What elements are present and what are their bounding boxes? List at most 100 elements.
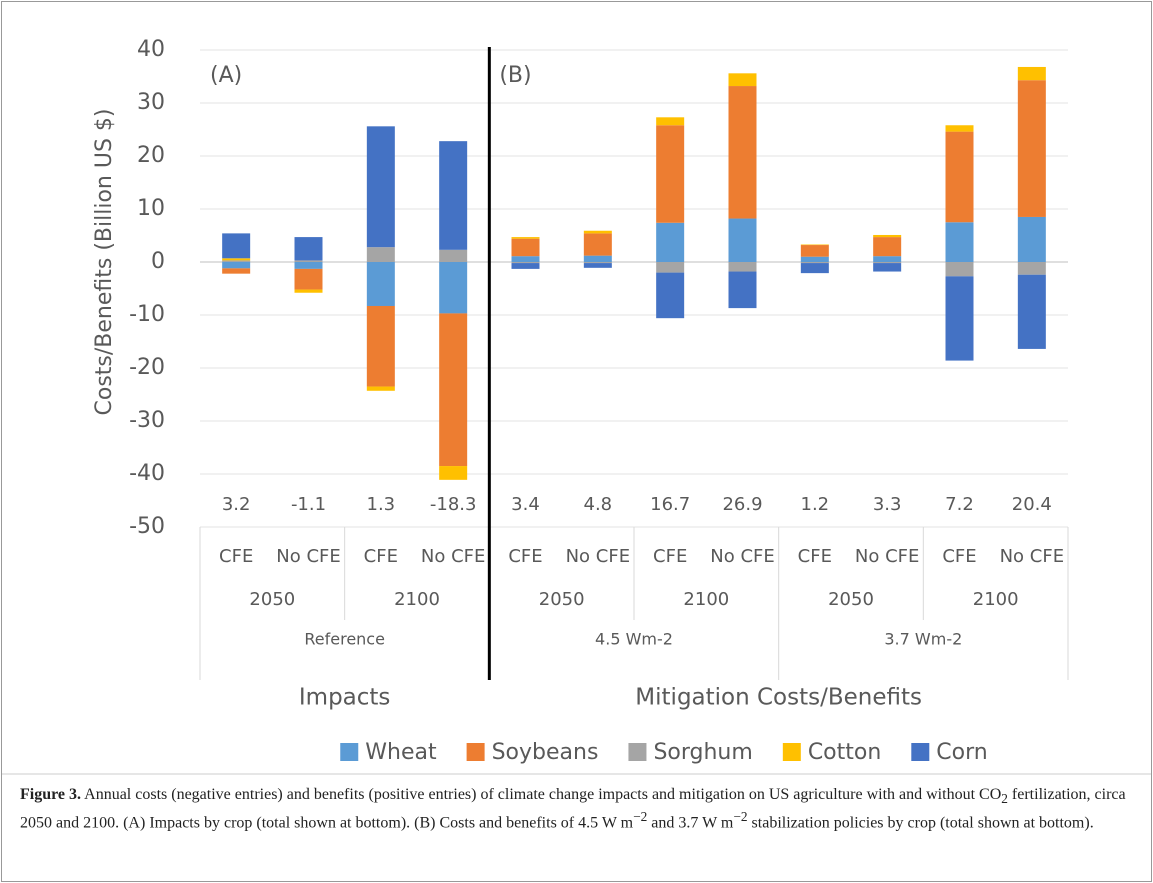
caption-text: and 3.7 W m: [647, 814, 734, 832]
bar-segment: [366, 305, 395, 387]
year-label: 2050: [539, 589, 585, 610]
year-label: 2100: [394, 589, 440, 610]
bar-segment: [294, 268, 323, 290]
y-tick-label: -50: [129, 514, 165, 539]
bar-segment: [800, 244, 829, 246]
bar-segment: [728, 218, 757, 262]
group-label: Reference: [304, 630, 385, 649]
bar-segment: [222, 258, 251, 261]
bar-segment: [873, 262, 902, 264]
x-tick-label: CFE: [798, 546, 832, 567]
bar-segment: [222, 262, 251, 269]
bar-segment: [439, 262, 468, 314]
bar-segment: [294, 237, 323, 261]
x-tick-label: No CFE: [855, 546, 920, 567]
x-tick-label: No CFE: [1000, 546, 1065, 567]
legend-swatch: [340, 743, 359, 761]
legend-label: Cotton: [808, 740, 881, 765]
group-label: 3.7 Wm-2: [884, 630, 962, 649]
y-tick-label: 40: [137, 37, 165, 62]
x-tick-label: No CFE: [421, 546, 486, 567]
x-tick-label: CFE: [364, 546, 398, 567]
bar-total: 26.9: [722, 494, 762, 515]
x-tick-label: No CFE: [566, 546, 631, 567]
y-tick-label: 0: [151, 249, 165, 274]
panel-title: Mitigation Costs/Benefits: [635, 685, 922, 711]
bar-segment: [873, 237, 902, 257]
bar-segment: [656, 272, 685, 319]
year-label: 2050: [249, 589, 295, 610]
bar-segment: [945, 262, 974, 277]
x-tick-label: CFE: [942, 546, 976, 567]
bar-segment: [1017, 80, 1046, 217]
caption-text: fertilization, circa 2050 and 2100. (A) …: [20, 786, 1126, 832]
y-tick-label: -40: [129, 461, 165, 486]
bar-segment: [222, 233, 251, 259]
caption-text: Annual costs (negative entries) and bene…: [81, 786, 1002, 803]
bar-total: 3.3: [873, 494, 902, 515]
panel-title: Impacts: [299, 685, 391, 711]
bar-segment: [945, 222, 974, 262]
caption-label: Figure 3.: [20, 786, 82, 803]
bar-total: 7.2: [945, 494, 974, 515]
bar-segment: [511, 263, 540, 269]
legend-label: Wheat: [365, 740, 437, 765]
bar-segment: [728, 262, 757, 272]
bar-segment: [945, 125, 974, 132]
legend-swatch: [782, 743, 801, 761]
y-tick-label: 10: [137, 196, 165, 221]
bar-segment: [656, 222, 685, 262]
bar-segment: [728, 271, 757, 309]
bar-segment: [945, 276, 974, 361]
x-tick-label: CFE: [653, 546, 687, 567]
bar-segment: [366, 386, 395, 391]
caption-sup: −2: [733, 809, 748, 825]
bar-total: 1.3: [367, 494, 396, 515]
bar-segment: [511, 238, 540, 257]
bar-segment: [366, 247, 395, 262]
bar-segment: [511, 262, 540, 264]
legend-label: Soybeans: [492, 740, 599, 765]
bar-total: -1.1: [291, 494, 326, 515]
bar-segment: [656, 117, 685, 126]
caption: Figure 3. Annual costs (negative entries…: [20, 786, 1130, 833]
bar-segment: [366, 126, 395, 248]
bar-segment: [873, 256, 902, 262]
bar-total: 3.4: [511, 494, 540, 515]
y-tick-label: 30: [137, 90, 165, 115]
bar-segment: [873, 234, 902, 238]
caption-sup: −2: [633, 809, 648, 825]
bar-segment: [583, 230, 612, 234]
bar-segment: [222, 260, 251, 262]
legend-label: Corn: [936, 740, 987, 765]
bar-segment: [583, 263, 612, 268]
bar-segment: [1017, 274, 1046, 349]
panel-label: (A): [210, 63, 242, 88]
bar-total: 1.2: [801, 494, 830, 515]
x-tick-label: No CFE: [710, 546, 775, 567]
legend-swatch: [911, 743, 930, 761]
caption-sub: 2: [1001, 791, 1008, 807]
bar-segment: [439, 249, 468, 262]
caption-text: stabilization policies by crop (total sh…: [747, 814, 1094, 832]
bar-total: 16.7: [650, 494, 690, 515]
bar-segment: [873, 263, 902, 272]
y-tick-label: 20: [137, 143, 165, 168]
bar-segment: [294, 260, 323, 262]
bar-segment: [366, 262, 395, 306]
x-tick-label: No CFE: [276, 546, 341, 567]
legend-label: Sorghum: [653, 740, 752, 765]
bar-segment: [1017, 262, 1046, 275]
year-label: 2050: [828, 589, 874, 610]
bar-segment: [294, 289, 323, 293]
bar-segment: [439, 313, 468, 467]
bar-segment: [728, 86, 757, 219]
bar-segment: [800, 262, 829, 264]
x-tick-label: CFE: [508, 546, 542, 567]
bar-segment: [800, 256, 829, 262]
x-tick-label: CFE: [219, 546, 253, 567]
bar-segment: [945, 131, 974, 223]
group-label: 4.5 Wm-2: [595, 630, 673, 649]
